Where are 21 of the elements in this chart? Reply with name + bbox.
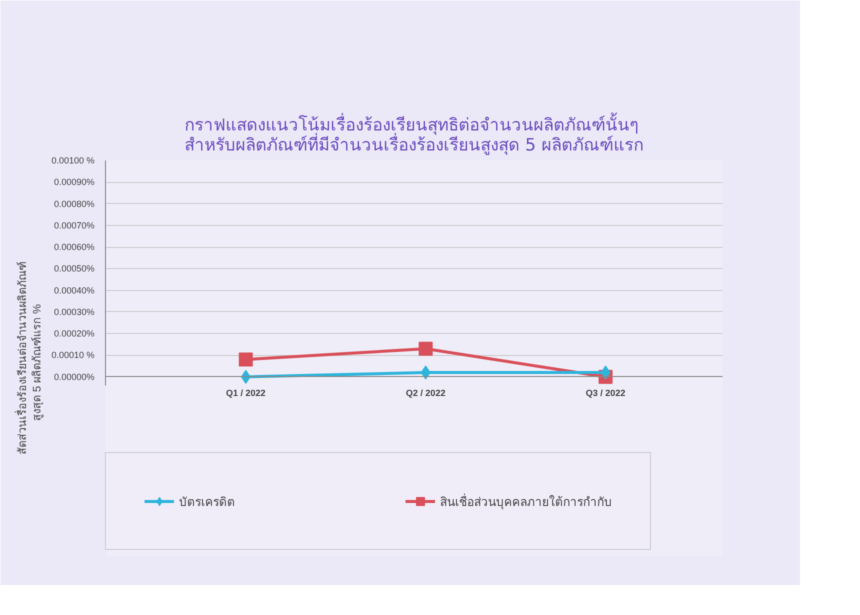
y-tick-label: 0.00060% [54, 242, 95, 252]
y-tick-label: 0.00000% [54, 372, 95, 382]
y-tick-label: 0.00090% [54, 177, 95, 188]
chart-title: กราฟแสดงแนวโน้มเรื่องร้องเรียนสุทธิต่อจำนวนผลิตภัณฑ์นั้นๆ สำหรับผลิตภัณฑ์ที่มีจำนวนเรื่องร้องเรียนสูงสุด 5 ผลิตภัณฑ์แรก [184, 112, 644, 156]
y-tick-label: 0.00020% [54, 328, 95, 339]
y-tick-label: 0.00080% [54, 198, 95, 209]
y-tick-label: 0.00040% [54, 285, 95, 296]
y-axis-title: สัดส่วนเรื่องร้องเรียนต่อจำนวนผลิตภัณฑ์ สูงสุด 5 ผลิตภัณฑ์แรก % [14, 262, 44, 454]
point [238, 352, 253, 367]
y-tick-label: 0.00030% [54, 306, 95, 317]
legend-label: สินเชื่อส่วนบุคคลภายใต้การกำกับ [440, 492, 612, 510]
x-tick-label: Q1 / 2022 [226, 388, 266, 398]
y-tick-label: 0.00010 % [51, 350, 95, 360]
y-tick-label: 0.00070% [54, 220, 95, 230]
x-tick-label: Q3 / 2022 [586, 388, 626, 398]
legend-label: บัตรเครดิต [179, 494, 235, 510]
point [418, 342, 433, 356]
y-tick-label: 0.00050% [54, 264, 95, 274]
x-tick-label: Q2 / 2022 [406, 388, 446, 398]
point [420, 366, 431, 380]
y-tick-label: 0.00100 % [51, 156, 95, 166]
